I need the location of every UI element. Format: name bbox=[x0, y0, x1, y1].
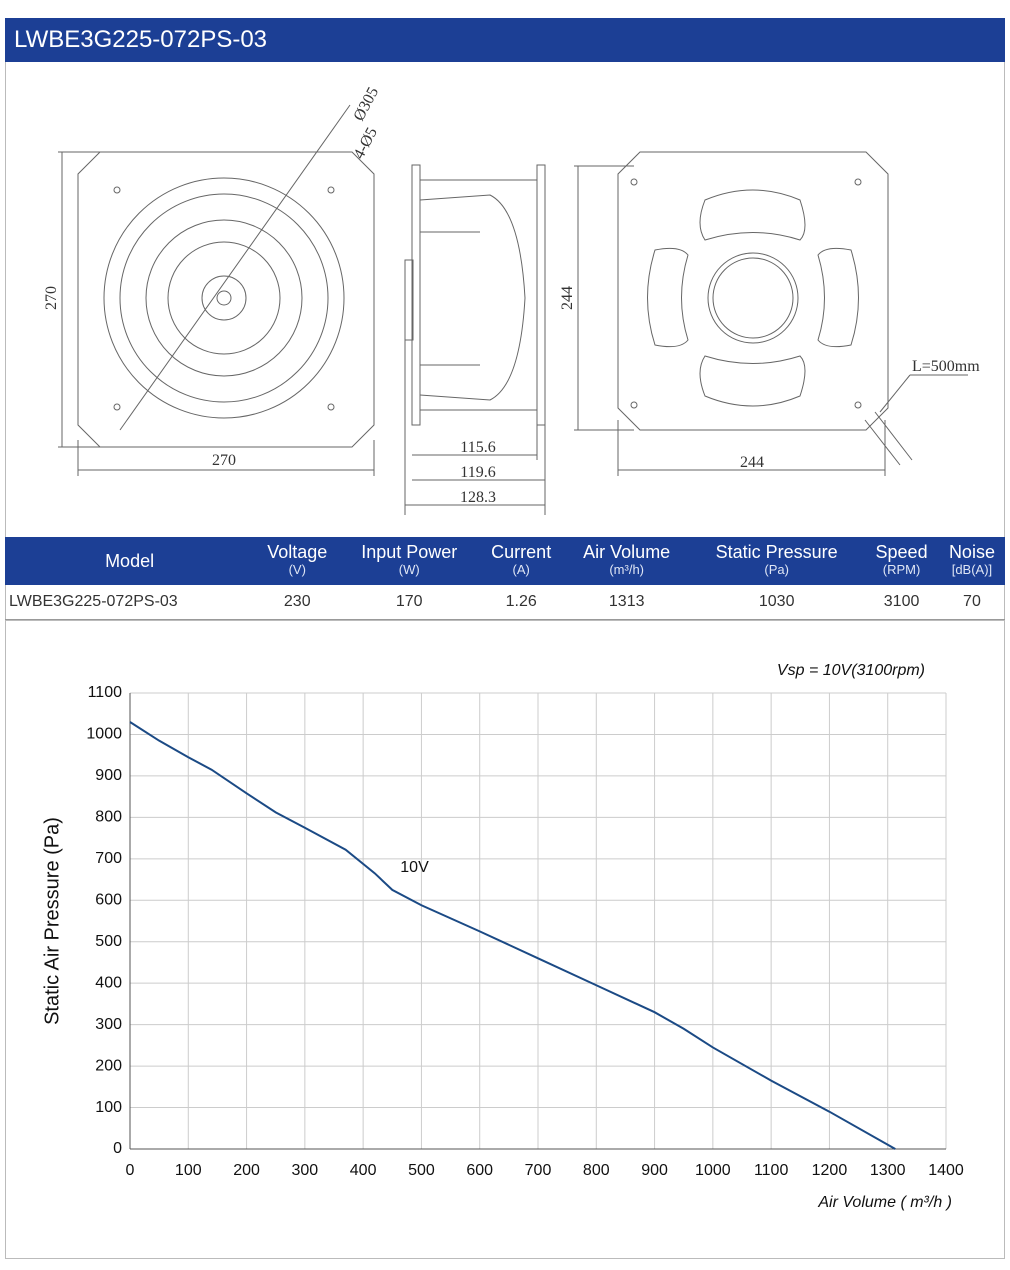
column-header: Model bbox=[5, 537, 255, 585]
x-tick-label: 1200 bbox=[812, 1162, 848, 1179]
table-body: LWBE3G225-072PS-03 230 170 1.26 1313 1030 3100… bbox=[5, 585, 1005, 620]
dimension-label: L=500mm bbox=[912, 358, 980, 375]
x-tick-label: 100 bbox=[175, 1162, 202, 1179]
y-tick-label: 1000 bbox=[86, 726, 122, 743]
table-cell: LWBE3G225-072PS-03 bbox=[5, 585, 255, 620]
x-axis-label: Air Volume ( m³/h ) bbox=[817, 1194, 952, 1211]
x-tick-label: 400 bbox=[350, 1162, 377, 1179]
column-unit: [dB(A)] bbox=[951, 562, 993, 577]
frame bbox=[5, 62, 1005, 1259]
column-name: Current bbox=[491, 542, 552, 562]
table-cell: 3100 bbox=[864, 585, 939, 620]
x-tick-label: 1400 bbox=[928, 1162, 964, 1179]
table-row: LWBE3G225-072PS-03 230 170 1.26 1313 1030 3100… bbox=[5, 585, 1005, 620]
x-tick-label: 900 bbox=[641, 1162, 668, 1179]
y-tick-label: 700 bbox=[95, 850, 122, 867]
column-header: Voltage (V) bbox=[254, 537, 341, 585]
x-tick-label: 1000 bbox=[695, 1162, 731, 1179]
column-unit: (V) bbox=[288, 562, 306, 577]
technical-drawing: Ø305 4-Ø5 270 270 115.6 119.6 128.3 244 … bbox=[43, 84, 980, 515]
y-tick-label: 100 bbox=[95, 1099, 122, 1116]
column-header: Air Volume (m³/h) bbox=[564, 537, 690, 585]
column-name: Input Power bbox=[361, 542, 458, 562]
column-name: Voltage bbox=[267, 542, 328, 562]
table-cell: 1.26 bbox=[478, 585, 565, 620]
column-unit: (Pa) bbox=[764, 562, 789, 577]
x-tick-label: 500 bbox=[408, 1162, 435, 1179]
column-name: Model bbox=[105, 551, 155, 571]
column-header: Speed (RPM) bbox=[864, 537, 939, 585]
y-tick-label: 1100 bbox=[88, 684, 123, 701]
column-unit: (m³/h) bbox=[609, 562, 645, 577]
series-label: 10V bbox=[400, 859, 429, 876]
column-name: Noise bbox=[948, 542, 995, 562]
table-cell: 1030 bbox=[689, 585, 865, 620]
dimension-label: Ø305 bbox=[351, 84, 383, 123]
chart: 0 100 200 300 400 500 600 700 800 900 1000 1100 0 100… bbox=[41, 662, 964, 1211]
subtitle: Vsp = 10V(3100rpm) bbox=[777, 662, 925, 679]
y-tick-label: 300 bbox=[95, 1016, 122, 1033]
column-header: Static Pressure (Pa) bbox=[689, 537, 865, 585]
y-tick-label: 200 bbox=[95, 1057, 122, 1074]
x-tick-label: 0 bbox=[126, 1162, 135, 1179]
y-tick-label: 500 bbox=[95, 933, 122, 950]
dimension-label: 4-Ø5 bbox=[351, 125, 381, 162]
table-cell: 70 bbox=[938, 585, 1005, 620]
product-title: LWBE3G225-072PS-03 bbox=[5, 18, 1005, 62]
table-cell: 1313 bbox=[564, 585, 690, 620]
table-cell: 170 bbox=[340, 585, 479, 620]
table-cell: 230 bbox=[254, 585, 341, 620]
column-header: Current (A) bbox=[478, 537, 565, 585]
y-axis-label: Static Air Pressure (Pa) bbox=[41, 817, 63, 1025]
x-tick-label: 1100 bbox=[754, 1162, 789, 1179]
dimension-label: 244 bbox=[559, 286, 576, 310]
data-line bbox=[129, 721, 896, 1150]
dimension-label: 128.3 bbox=[460, 489, 496, 506]
x-tick-label: 600 bbox=[466, 1162, 493, 1179]
dimension-label: 270 bbox=[43, 286, 60, 310]
column-unit: (W) bbox=[398, 562, 420, 577]
x-tick-label: 1300 bbox=[870, 1162, 906, 1179]
y-tick-label: 600 bbox=[95, 891, 122, 908]
y-tick-label: 400 bbox=[95, 974, 122, 991]
y-tick-label: 800 bbox=[95, 809, 122, 826]
x-tick-label: 800 bbox=[583, 1162, 610, 1179]
column-name: Speed bbox=[875, 542, 928, 562]
dimension-label: 270 bbox=[212, 452, 236, 469]
dimension-label: 244 bbox=[740, 454, 764, 471]
x-tick-label: 200 bbox=[233, 1162, 260, 1179]
x-tick-label: 300 bbox=[292, 1162, 319, 1179]
x-tick-label: 700 bbox=[525, 1162, 552, 1179]
column-header: Noise [dB(A)] bbox=[938, 537, 1005, 585]
spec-table: Model Voltage (V) Input Power (W) Current (A) A… bbox=[5, 537, 1005, 620]
dimension-label: 115.6 bbox=[460, 439, 495, 456]
table-header: Model Voltage (V) Input Power (W) Current (A) A… bbox=[5, 537, 1005, 585]
y-tick-label: 0 bbox=[113, 1140, 122, 1157]
column-unit: (RPM) bbox=[882, 562, 921, 577]
dimension-label: 119.6 bbox=[460, 464, 495, 481]
column-name: Static Pressure bbox=[715, 542, 838, 562]
column-name: Air Volume bbox=[583, 542, 671, 562]
column-header: Input Power (W) bbox=[340, 537, 479, 585]
column-unit: (A) bbox=[512, 562, 530, 577]
chart-panel: 0 100 200 300 400 500 600 700 800 900 1000 1100 0 100… bbox=[5, 620, 1005, 1259]
y-tick-label: 900 bbox=[95, 767, 122, 784]
